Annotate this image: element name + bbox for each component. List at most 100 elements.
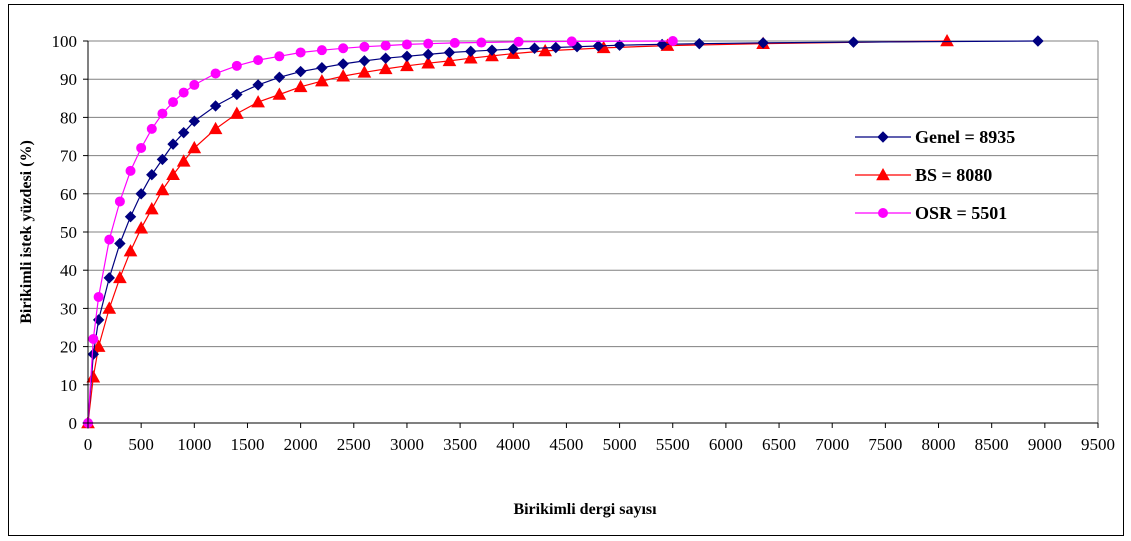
data-point-diamond [379,52,392,64]
data-point-diamond [613,39,626,51]
data-point-triangle [251,95,265,108]
data-point-circle [316,45,327,56]
data-point-diamond [87,348,100,360]
x-tick-label: 3000 [390,435,424,454]
x-tick-label: 9500 [1081,435,1115,454]
x-tick-label: 0 [84,435,93,454]
data-point-triangle [442,53,457,67]
y-axis-title: Birikimli istek yüzdesi (%) [18,140,35,324]
data-point-circle [274,51,285,62]
x-tick-label: 1500 [230,435,264,454]
data-point-diamond [294,65,307,78]
y-tick-label: 80 [60,108,77,127]
data-point-diamond [656,38,668,51]
data-point-diamond [465,45,477,58]
data-point-circle [476,37,487,48]
y-tick-label: 60 [60,185,77,204]
y-tick-label: 30 [60,299,77,318]
data-point-diamond [847,36,860,48]
data-point-triangle [155,182,170,196]
x-tick-label: 4000 [496,435,530,454]
x-tick-label: 2000 [284,435,318,454]
x-tick-label: 3500 [443,435,477,454]
data-point-diamond [167,138,179,150]
data-point-diamond [146,168,158,181]
x-tick-label: 8500 [975,435,1009,454]
data-point-triangle [378,61,393,75]
data-point-triangle [336,69,351,82]
data-point-circle [380,40,391,51]
data-point-triangle [208,121,223,135]
data-point-diamond [358,55,371,67]
data-point-diamond [507,43,519,55]
data-point-circle [178,87,189,98]
data-point-diamond [156,153,169,166]
data-point-diamond [550,41,562,54]
x-tick-label: 2500 [337,435,371,454]
data-point-circle [88,333,99,344]
x-tick-label: 8000 [922,435,956,454]
legend-marker [876,167,890,181]
legend-label: Genel = 8935 [915,127,1015,147]
data-point-triangle [272,87,287,100]
data-point-circle [189,79,200,90]
legend: Genel = 8935 BS = 8080 OSR = 5501 [855,127,1015,223]
data-point-diamond [316,62,328,74]
legend-label: OSR = 5501 [915,203,1007,223]
data-point-diamond [273,71,286,83]
gridlines [88,40,1099,423]
data-point-circle [253,55,264,66]
data-point-diamond [177,126,190,139]
data-point-circle [114,196,125,207]
data-point-triangle [102,301,117,314]
data-point-circle [157,108,168,119]
data-point-diamond [528,42,541,54]
x-tick-label: 5000 [603,435,637,454]
data-point-diamond [114,237,126,250]
y-tick-label: 100 [52,32,78,51]
data-point-diamond [757,37,769,49]
data-point-circle [401,39,412,50]
y-tick-label: 10 [60,376,77,395]
series-layer [81,33,1044,429]
data-point-circle [338,43,349,54]
data-point-triangle [293,79,308,93]
data-point-triangle [315,74,329,87]
series-diamond [82,35,1044,429]
data-point-circle [146,123,157,134]
x-tick-label: 9000 [1028,435,1062,454]
data-point-diamond [252,79,264,91]
legend-marker [878,208,888,218]
data-point-circle [667,36,678,46]
data-point-circle [513,36,524,47]
data-point-triangle [91,339,106,352]
data-point-diamond [1032,35,1044,47]
data-point-circle [359,41,370,52]
data-point-diamond [422,48,434,61]
data-point-triangle [187,140,202,154]
x-tick-label: 4500 [549,435,583,454]
data-point-circle [231,60,242,71]
data-point-circle [136,142,147,153]
data-point-diamond [188,115,201,127]
data-point-diamond [124,211,137,223]
data-point-diamond [693,37,706,50]
data-point-circle [168,97,179,108]
series-circle [83,36,678,428]
x-tick-label: 1000 [177,435,211,454]
data-point-triangle [113,270,127,284]
data-point-circle [210,68,221,79]
data-point-diamond [209,100,222,112]
x-tick-label: 500 [128,435,154,454]
data-point-triangle [86,370,101,383]
y-tick-label: 40 [60,261,77,280]
legend-item-circle: OSR = 5501 [855,203,1007,223]
legend-label: BS = 8080 [915,165,992,185]
data-point-triangle [123,244,138,257]
series-line-circle [87,40,673,424]
data-point-circle [295,47,306,58]
data-point-triangle [229,106,244,119]
data-point-diamond [231,88,243,101]
data-point-circle [566,36,577,47]
